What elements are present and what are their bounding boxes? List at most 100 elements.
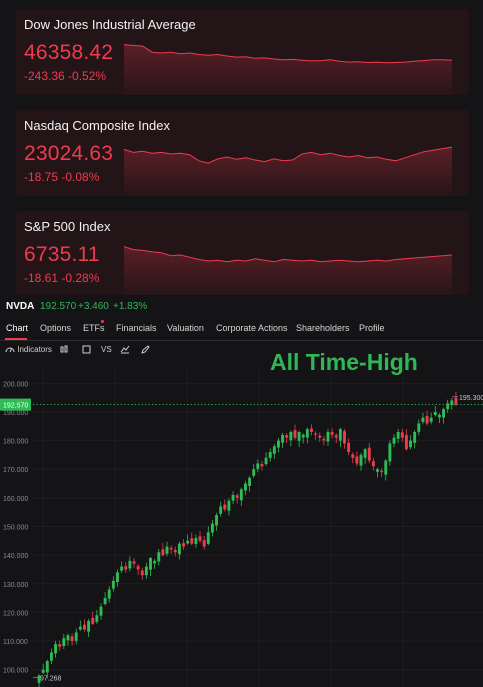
candle (219, 501, 223, 517)
index-card-nasdaq[interactable]: Nasdaq Composite Index 23024.63 -18.75 -… (16, 110, 469, 196)
tab-etfs[interactable]: ETFs (83, 323, 105, 333)
index-name: Dow Jones Industrial Average (24, 17, 196, 32)
sparkline-area (124, 147, 452, 196)
candle (66, 633, 70, 646)
candle (363, 447, 367, 464)
candle (371, 457, 375, 471)
candle (314, 431, 318, 440)
candle (50, 648, 53, 665)
candle (243, 480, 247, 496)
candle (107, 586, 111, 603)
candle (433, 406, 437, 417)
sparkline (123, 146, 453, 196)
candle (326, 428, 330, 446)
y-tick-label: 200.000 (3, 381, 28, 388)
square-icon[interactable] (82, 345, 91, 356)
price-chart[interactable]: 200.000 190.000 180.000 170.000 160.000 150.0… (0, 359, 483, 687)
candle (281, 432, 285, 449)
tab-bar: Chart Options ETFs Financials Valuation … (0, 318, 483, 341)
candle (310, 424, 313, 436)
candle (173, 546, 177, 557)
candle (235, 493, 239, 504)
y-tick-label: 150.000 (3, 525, 28, 532)
candle (301, 433, 305, 444)
candle (194, 534, 198, 548)
candle (252, 463, 256, 478)
candle (454, 391, 458, 407)
candle (83, 619, 86, 632)
index-change: -243.36 -0.52% (24, 69, 107, 83)
low-label: 97.268 (40, 676, 62, 683)
tab-shareholders[interactable]: Shareholders (296, 323, 350, 333)
candle (380, 468, 384, 477)
indicators-icon (5, 347, 15, 353)
chart-style-icon[interactable] (120, 345, 130, 356)
candle (74, 628, 78, 645)
tab-options[interactable]: Options (40, 323, 72, 333)
candle (425, 410, 429, 426)
candle (70, 633, 74, 646)
candle (248, 476, 252, 492)
indicators-button[interactable]: Indicators (5, 345, 52, 354)
candle (392, 434, 396, 448)
y-tick-label: 120.000 (3, 610, 28, 617)
candle (54, 640, 58, 658)
current-price-tag (0, 398, 31, 411)
candle (396, 429, 400, 444)
candle (384, 459, 388, 481)
candle (376, 467, 379, 478)
candle (190, 532, 194, 546)
candle (343, 428, 346, 449)
candle (367, 442, 371, 464)
candle (132, 558, 136, 568)
candle (103, 592, 107, 606)
index-name: Nasdaq Composite Index (24, 118, 170, 133)
tab-profile[interactable]: Profile (359, 323, 385, 333)
candle (409, 435, 412, 450)
candle (78, 620, 82, 631)
chart-toolbar: Indicators VS (0, 341, 483, 359)
candle (260, 460, 264, 471)
sparkline-line (123, 246, 453, 263)
candle (144, 562, 148, 579)
candle (186, 534, 190, 545)
candle (157, 548, 161, 566)
y-tick-label: 190.000 (3, 410, 28, 417)
candle (206, 526, 210, 546)
index-card-sp500[interactable]: S&P 500 Index 6735.11 -18.61 -0.28% (16, 211, 469, 295)
indicators-label: Indicators (17, 345, 52, 354)
candle (334, 433, 338, 444)
candle (404, 429, 408, 451)
sparkline-area (124, 44, 452, 95)
candle (322, 435, 326, 446)
y-tick-label: 160.000 (3, 496, 28, 503)
candle (62, 633, 66, 650)
index-price: 23024.63 (24, 142, 114, 165)
index-change: -18.61 -0.28% (24, 271, 100, 285)
candle (169, 545, 173, 555)
tab-financials[interactable]: Financials (116, 323, 157, 333)
candle (116, 569, 119, 587)
tab-valuation[interactable]: Valuation (167, 323, 204, 333)
candle (305, 427, 309, 444)
candle (318, 432, 322, 443)
tab-chart[interactable]: Chart (6, 323, 29, 333)
candle (413, 430, 417, 449)
candle (215, 512, 218, 531)
candle (136, 564, 140, 576)
current-price-label: 192.570 (3, 403, 28, 410)
candle-type-icon[interactable] (60, 345, 69, 356)
tab-corporate-actions[interactable]: Corporate Actions (216, 323, 288, 333)
notification-dot (101, 320, 104, 323)
candle (45, 659, 49, 679)
candle (153, 558, 157, 569)
candle (87, 618, 91, 637)
stock-ticker-bar: NVDA 192.570 +3.460 +1.83% (0, 296, 483, 316)
candle (437, 412, 441, 423)
candle (297, 430, 301, 447)
candle (450, 397, 454, 410)
index-card-dow[interactable]: Dow Jones Industrial Average 46358.42 -2… (16, 9, 469, 95)
draw-pen-icon[interactable] (141, 345, 150, 356)
index-name: S&P 500 Index (24, 219, 111, 234)
compare-button[interactable]: VS (101, 345, 112, 354)
